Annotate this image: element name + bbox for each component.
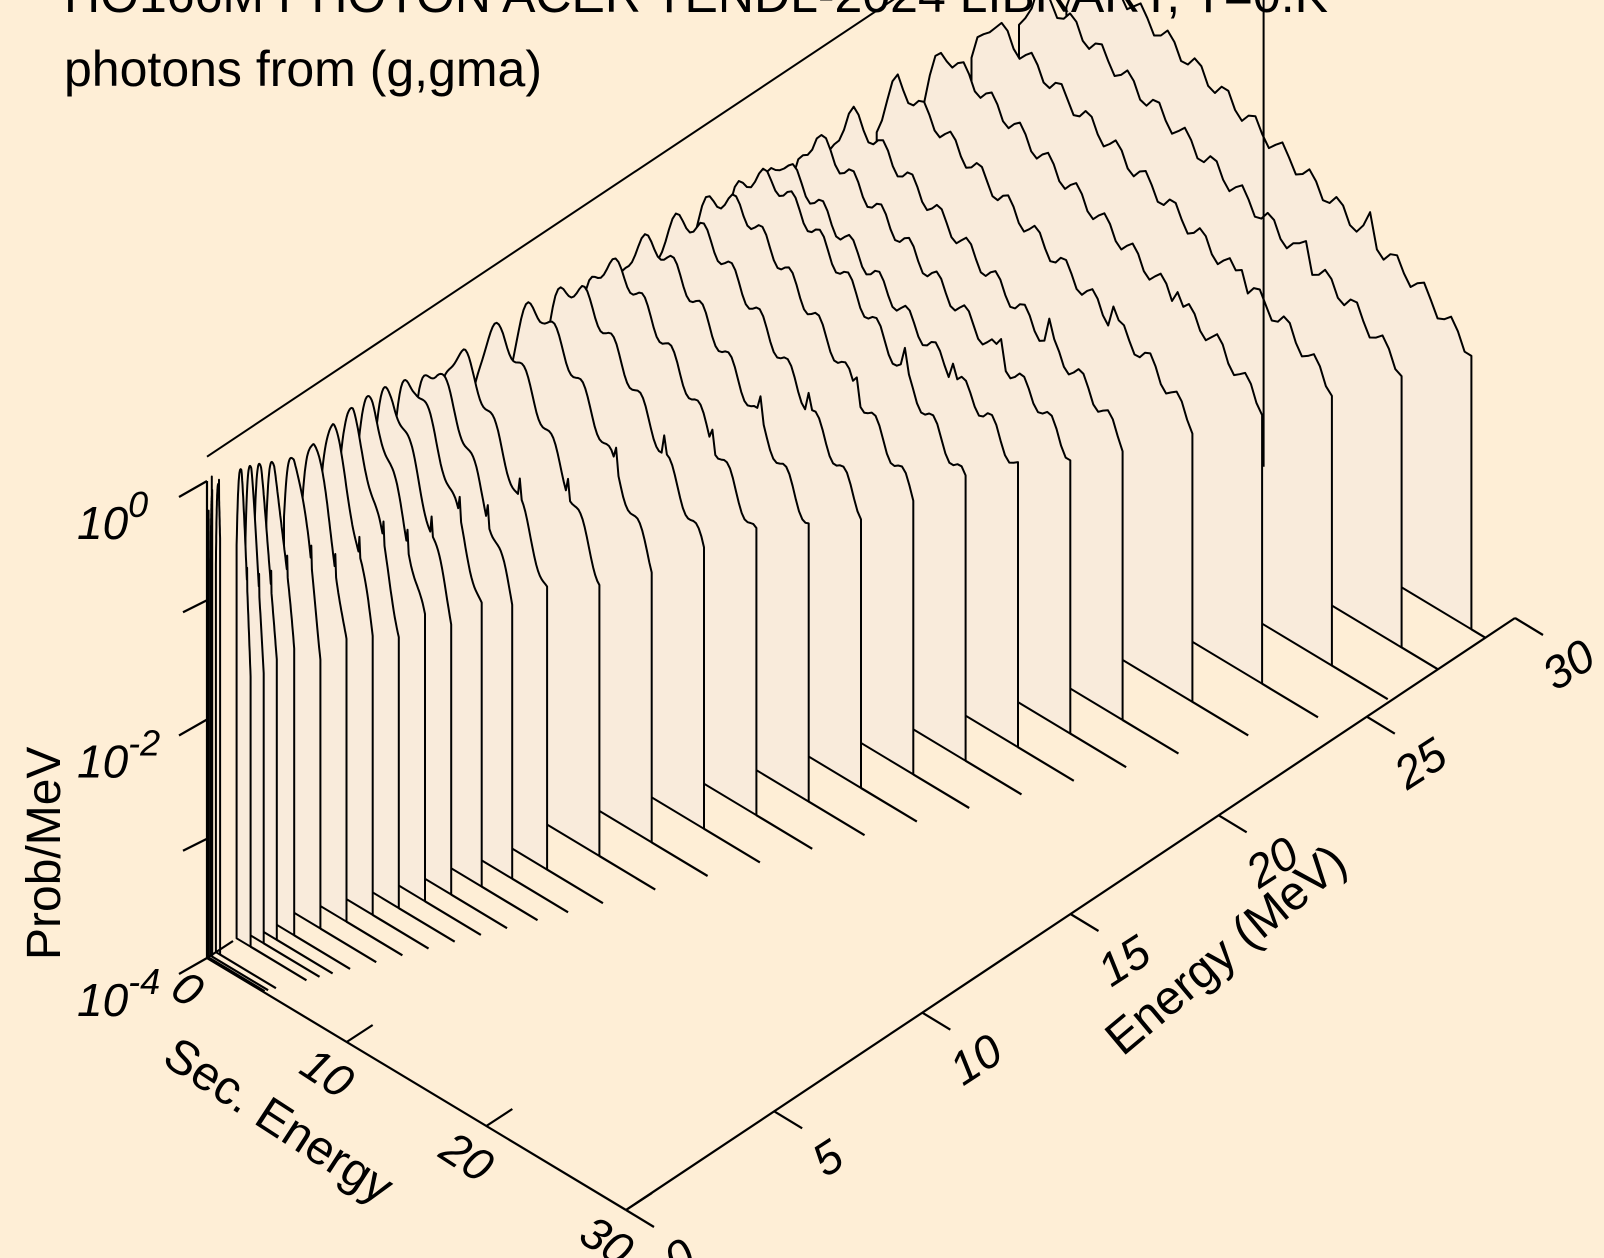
slice-baseline (1017, 746, 1075, 782)
z-major-tick (178, 957, 208, 975)
z-major-tick (178, 718, 208, 737)
slice-baseline (211, 955, 269, 992)
energy-tick (773, 1110, 803, 1130)
sec-energy-tick (485, 1108, 513, 1127)
slice-baseline (250, 945, 308, 982)
spectrum-slice (209, 475, 214, 958)
slice-baseline (263, 942, 321, 978)
slice-baseline (965, 759, 1023, 796)
slice-baseline (651, 841, 709, 877)
box-top-edge (206, 0, 895, 458)
slice-baseline (1261, 682, 1319, 719)
z-minor-tick (182, 599, 208, 614)
slice-baseline (598, 855, 656, 891)
energy-tick (1069, 913, 1100, 932)
spectrum-slice (235, 468, 252, 948)
z-major-tick (178, 480, 208, 498)
spectrum-slice (207, 509, 210, 959)
energy-tick (921, 1011, 951, 1031)
slice-baseline (755, 814, 813, 850)
slice-baseline (219, 953, 277, 990)
chart-title-line1: HO166M PHOTON ACER TENDL-2024 LIBRARY, T… (64, 0, 1328, 23)
z-axis-title: Prob/MeV (18, 747, 71, 960)
z-tick-label: 10-2 (77, 723, 160, 788)
z-minor-tick (182, 837, 208, 852)
slice-baseline (546, 868, 604, 905)
slice-baseline (208, 956, 266, 993)
slice-baseline (293, 934, 351, 970)
sec-energy-tick (206, 940, 234, 959)
energy-tick (1218, 814, 1248, 834)
slice-baseline (424, 900, 482, 936)
slice-baseline (345, 920, 403, 957)
slice-baseline (1191, 700, 1249, 737)
slice-baseline (1122, 719, 1180, 755)
slice-baseline (398, 907, 456, 943)
slice-baseline (808, 800, 866, 837)
energy-tick (1514, 617, 1544, 636)
slice-baseline (912, 773, 970, 809)
z-tick-label: 10-4 (77, 961, 160, 1026)
energy-tick (1366, 715, 1396, 735)
slice-baseline (276, 938, 334, 975)
slice-baseline (1470, 628, 1486, 639)
chart-title-line2: photons from (g,gma) (64, 41, 542, 97)
energy-tick (625, 1209, 655, 1228)
slice-baseline (703, 827, 761, 864)
sec-energy-tick (346, 1024, 374, 1043)
slice-baseline (511, 877, 569, 914)
slice-baseline (481, 885, 539, 922)
z-tick-label: 100 (77, 484, 148, 549)
spectrum-slice (214, 478, 222, 956)
slice-baseline (450, 893, 508, 930)
slice-baseline (1401, 646, 1439, 671)
slice-baseline (319, 927, 377, 964)
slice-baseline (1069, 732, 1127, 769)
sec-energy-axis-line (206, 957, 627, 1211)
spectrum-slices (207, 0, 1486, 993)
slice-baseline (860, 787, 918, 823)
slice-baseline (372, 913, 430, 950)
slice-baseline (1331, 664, 1389, 701)
